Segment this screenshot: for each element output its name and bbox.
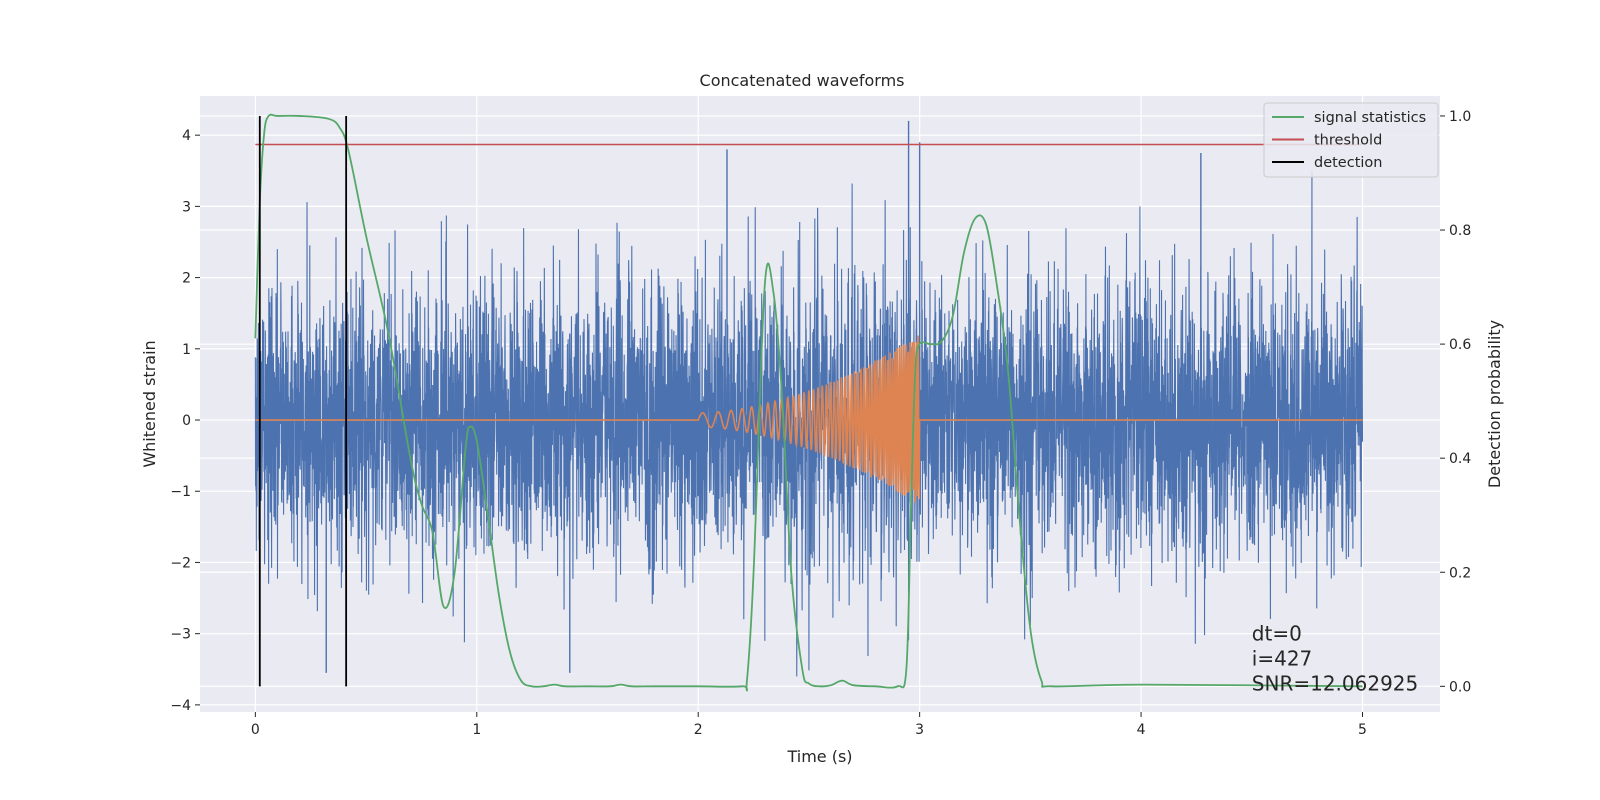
injected-waveform-line [255, 335, 1363, 503]
legend-label: detection [1314, 155, 1382, 171]
y-right-tick-label: 1.0 [1449, 109, 1471, 125]
y-left-tick-label: 4 [182, 128, 191, 144]
x-tick-label: 2 [694, 722, 703, 738]
y-axis-right: 1.0 0.8 0.6 0.4 0.2 0.0 [1440, 109, 1471, 695]
legend-label: signal statistics [1314, 110, 1426, 126]
y-axis-left-label: Whitened strain [140, 340, 159, 467]
legend: signal statistics threshold detection [1263, 102, 1439, 178]
strain-line [254, 170, 1364, 677]
chart-title: Concatenated waveforms [700, 71, 905, 90]
annotation-text: i=427 [1252, 647, 1313, 671]
x-tick-label: 0 [251, 722, 260, 738]
x-axis: 0 1 2 3 4 5 [251, 712, 1367, 738]
x-tick-label: 1 [472, 722, 481, 738]
y-right-tick-label: 0.6 [1449, 337, 1471, 353]
legend-box [1263, 102, 1439, 178]
y-left-tick-label: 3 [182, 199, 191, 215]
x-tick-label: 4 [1137, 722, 1146, 738]
y-axis-left: 4 3 2 1 0 −1 −2 −3 −4 [170, 128, 200, 714]
y-right-tick-label: 0.8 [1449, 223, 1471, 239]
x-tick-label: 3 [915, 722, 924, 738]
y-left-tick-label: 2 [182, 271, 191, 287]
y-right-tick-label: 0.4 [1449, 451, 1471, 467]
legend-label: threshold [1314, 133, 1382, 149]
y-left-tick-label: 1 [182, 342, 191, 358]
y-left-tick-label: −3 [170, 627, 191, 643]
y-axis-right-label: Detection probability [1485, 320, 1504, 488]
x-axis-label: Time (s) [786, 747, 852, 766]
x-tick-label: 5 [1358, 722, 1367, 738]
annotation-text: SNR=12.062925 [1252, 672, 1418, 696]
y-left-tick-label: −2 [170, 555, 191, 571]
y-right-tick-label: 0.0 [1449, 679, 1471, 695]
series-layer [254, 113, 1364, 692]
y-right-tick-label: 0.2 [1449, 565, 1471, 581]
y-left-tick-label: −4 [170, 698, 191, 714]
y-left-tick-label: 0 [182, 413, 191, 429]
signal-statistics-line [254, 113, 1363, 692]
y-left-tick-label: −1 [170, 484, 191, 500]
annotation-text: dt=0 [1252, 622, 1302, 646]
